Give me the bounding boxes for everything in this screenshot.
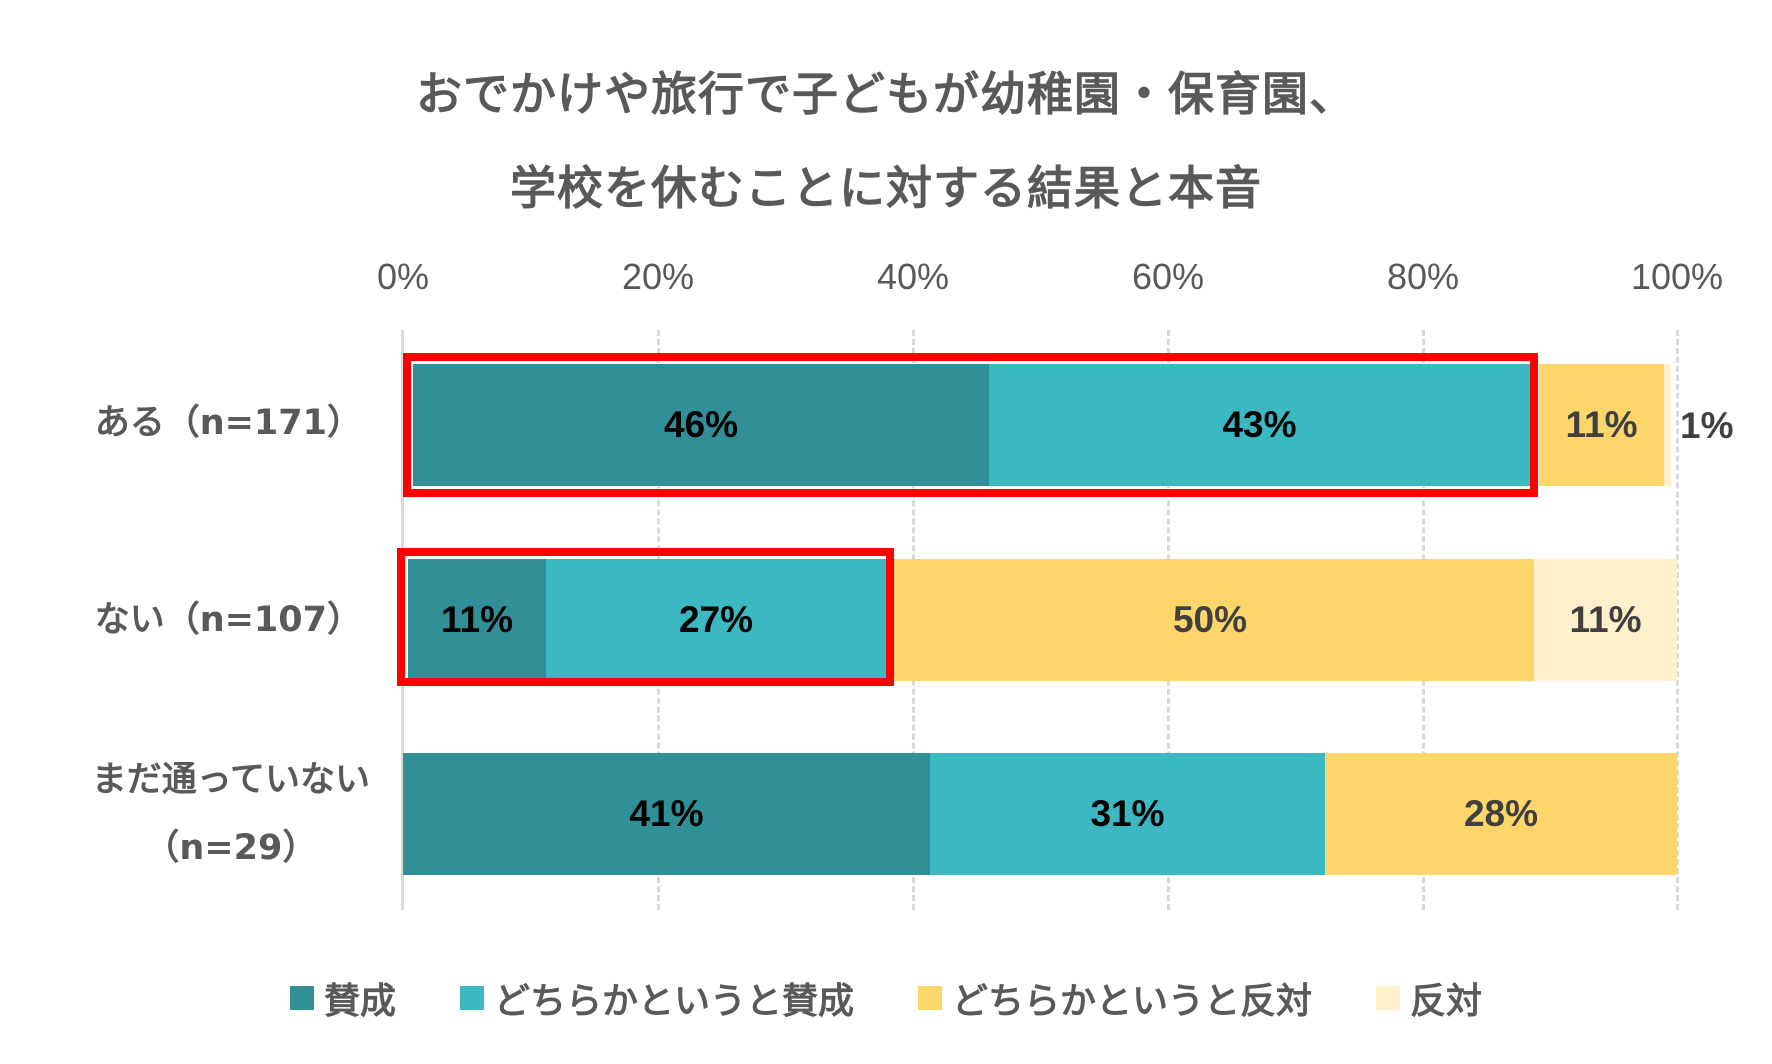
legend-label-somewhat-disagree: どちらかというと反対 xyxy=(952,981,1313,1022)
category-label-aru: ある（n=171） xyxy=(94,403,362,443)
category-label-not-yet-line1: まだ通っていない xyxy=(91,760,370,800)
legend-item-somewhat-agree: どちらかというと賛成 xyxy=(459,972,854,1024)
legend-swatch-disagree-icon xyxy=(1376,986,1401,1010)
x-tick-20: 20% xyxy=(621,256,695,297)
legend-item-disagree: 反対 xyxy=(1376,972,1482,1024)
segment-somewhat-disagree: 50% xyxy=(886,559,1534,681)
legend-label-disagree: 反対 xyxy=(1410,981,1483,1022)
category-label-nai: ない（n=107） xyxy=(94,600,362,640)
legend-item-agree: 賛成 xyxy=(289,972,396,1024)
x-tick-80: 80% xyxy=(1386,256,1460,297)
segment-somewhat-disagree: 28% xyxy=(1325,753,1677,875)
segment-disagree: 11% xyxy=(1534,559,1677,681)
segment-disagree xyxy=(1664,364,1671,486)
legend-label-somewhat-agree: どちらかというと賛成 xyxy=(493,981,854,1022)
chart-title-line1: おでかけや旅行で子どもが幼稚園・保育園、 xyxy=(416,67,1356,121)
chart-title-line2: 学校を休むことに対する結果と本音 xyxy=(510,161,1262,215)
x-tick-100: 100% xyxy=(1630,256,1724,297)
bar-row-nai: 11% 27% 50% 11% xyxy=(403,559,1677,681)
legend-item-somewhat-disagree: どちらかというと反対 xyxy=(918,972,1312,1024)
legend-swatch-somewhat-disagree-icon xyxy=(918,986,942,1010)
chart-legend: 賛成 どちらかというと賛成 どちらかというと反対 反対 xyxy=(0,972,1772,1024)
x-tick-60: 60% xyxy=(1131,256,1205,297)
legend-swatch-somewhat-agree-icon xyxy=(459,986,484,1010)
segment-agree: 41% xyxy=(403,753,930,875)
x-tick-0: 0% xyxy=(376,256,430,297)
segment-somewhat-agree: 27% xyxy=(546,559,886,681)
category-label-not-yet-line2: （n=29） xyxy=(144,828,318,868)
x-tick-40: 40% xyxy=(876,256,950,297)
segment-somewhat-agree: 31% xyxy=(930,753,1325,875)
segment-agree: 46% xyxy=(413,364,989,486)
bar-row-not-yet: 41% 31% 28% xyxy=(403,753,1677,875)
gridline-100 xyxy=(1676,330,1679,910)
category-label-not-yet: まだ通っていない （n=29） xyxy=(92,746,370,882)
segment-somewhat-disagree: 11% xyxy=(1539,364,1664,486)
bar-row-aru: 46% 43% 11% xyxy=(403,364,1677,486)
label-disagree-outside: 1% xyxy=(1680,405,1734,446)
legend-label-agree: 賛成 xyxy=(323,981,396,1022)
legend-swatch-agree-icon xyxy=(289,986,314,1010)
segment-somewhat-agree: 43% xyxy=(989,364,1530,486)
segment-agree: 11% xyxy=(408,559,546,681)
